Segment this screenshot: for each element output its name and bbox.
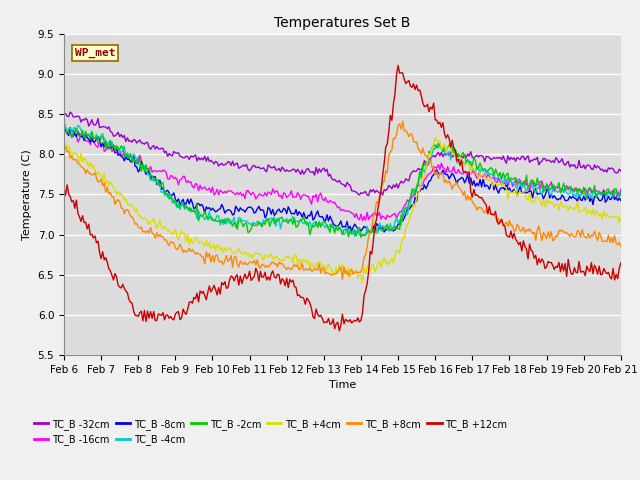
TC_B -2cm xyxy=(60,131,68,136)
TC_B -32cm xyxy=(399,180,406,186)
TC_B +4cm xyxy=(76,160,83,166)
Line: TC_B -2cm: TC_B -2cm xyxy=(64,129,621,237)
TC_B -4cm xyxy=(164,194,172,200)
Title: Temperatures Set B: Temperatures Set B xyxy=(274,16,411,30)
TC_B -4cm xyxy=(351,233,358,239)
TC_B -32cm xyxy=(67,109,74,115)
TC_B -4cm xyxy=(76,123,83,129)
TC_B -2cm xyxy=(357,234,365,240)
TC_B +12cm xyxy=(552,264,559,269)
TC_B -32cm xyxy=(60,111,68,117)
Text: WP_met: WP_met xyxy=(75,48,116,59)
Line: TC_B -16cm: TC_B -16cm xyxy=(64,128,621,221)
TC_B +4cm xyxy=(397,240,405,246)
TC_B +4cm xyxy=(552,202,559,207)
TC_B +8cm xyxy=(397,126,405,132)
Line: TC_B +12cm: TC_B +12cm xyxy=(64,65,621,331)
TC_B -8cm xyxy=(379,225,387,230)
TC_B +12cm xyxy=(412,86,419,92)
TC_B -4cm xyxy=(550,182,558,188)
TC_B -32cm xyxy=(617,168,625,174)
TC_B +12cm xyxy=(394,62,402,68)
TC_B -2cm xyxy=(552,184,559,190)
TC_B -8cm xyxy=(412,194,419,200)
TC_B -16cm xyxy=(552,184,559,190)
TC_B +4cm xyxy=(358,280,366,286)
TC_B -16cm xyxy=(617,187,625,192)
TC_B -2cm xyxy=(399,216,406,221)
TC_B -16cm xyxy=(380,215,388,220)
TC_B -32cm xyxy=(380,187,388,192)
TC_B -2cm xyxy=(72,126,80,132)
TC_B -32cm xyxy=(77,119,85,125)
TC_B +8cm xyxy=(617,244,625,250)
TC_B -16cm xyxy=(77,131,85,136)
TC_B -8cm xyxy=(67,125,74,131)
TC_B -16cm xyxy=(358,218,366,224)
TC_B +12cm xyxy=(335,328,343,334)
TC_B +8cm xyxy=(379,180,387,185)
TC_B +8cm xyxy=(412,140,419,145)
Line: TC_B -4cm: TC_B -4cm xyxy=(64,120,621,236)
TC_B +12cm xyxy=(164,312,172,318)
TC_B -4cm xyxy=(60,118,68,123)
Line: TC_B +8cm: TC_B +8cm xyxy=(64,121,621,280)
TC_B -4cm xyxy=(410,192,417,197)
TC_B -2cm xyxy=(77,132,85,138)
TC_B +8cm xyxy=(60,147,68,153)
TC_B -4cm xyxy=(379,223,387,228)
TC_B -4cm xyxy=(397,222,405,228)
TC_B -8cm xyxy=(165,190,173,196)
TC_B -8cm xyxy=(399,218,406,224)
TC_B +4cm xyxy=(164,228,172,234)
TC_B +8cm xyxy=(339,277,346,283)
TC_B +4cm xyxy=(617,215,625,220)
Line: TC_B -32cm: TC_B -32cm xyxy=(64,112,621,195)
TC_B -4cm xyxy=(617,191,625,196)
Y-axis label: Temperature (C): Temperature (C) xyxy=(22,149,32,240)
TC_B -8cm xyxy=(60,130,68,135)
TC_B -16cm xyxy=(165,177,173,182)
TC_B -16cm xyxy=(399,206,406,212)
TC_B +4cm xyxy=(431,135,439,141)
TC_B +12cm xyxy=(399,70,406,76)
TC_B -32cm xyxy=(552,155,559,161)
TC_B -16cm xyxy=(61,125,69,131)
X-axis label: Time: Time xyxy=(329,381,356,390)
TC_B -8cm xyxy=(380,229,388,235)
TC_B +4cm xyxy=(410,202,417,207)
TC_B +8cm xyxy=(552,233,559,239)
Line: TC_B +4cm: TC_B +4cm xyxy=(64,138,621,283)
TC_B -2cm xyxy=(380,227,388,232)
TC_B +4cm xyxy=(60,140,68,146)
TC_B -8cm xyxy=(77,134,85,140)
TC_B -16cm xyxy=(60,127,68,132)
TC_B -16cm xyxy=(412,192,419,198)
TC_B +8cm xyxy=(76,161,83,167)
TC_B -2cm xyxy=(412,191,419,196)
TC_B -2cm xyxy=(617,191,625,196)
TC_B -8cm xyxy=(617,198,625,204)
TC_B +4cm xyxy=(379,259,387,265)
TC_B +12cm xyxy=(617,260,625,266)
TC_B -32cm xyxy=(165,151,173,156)
TC_B +8cm xyxy=(164,240,172,246)
TC_B -2cm xyxy=(165,196,173,202)
TC_B -32cm xyxy=(412,168,419,174)
Line: TC_B -8cm: TC_B -8cm xyxy=(64,128,621,232)
Legend: TC_B -32cm, TC_B -16cm, TC_B -8cm, TC_B -4cm, TC_B -2cm, TC_B +4cm, TC_B +8cm, T: TC_B -32cm, TC_B -16cm, TC_B -8cm, TC_B … xyxy=(30,415,511,449)
TC_B +12cm xyxy=(379,173,387,179)
TC_B +12cm xyxy=(76,214,83,220)
TC_B +12cm xyxy=(60,185,68,191)
TC_B +8cm xyxy=(399,118,406,124)
TC_B -8cm xyxy=(552,195,559,201)
TC_B -32cm xyxy=(365,192,372,198)
